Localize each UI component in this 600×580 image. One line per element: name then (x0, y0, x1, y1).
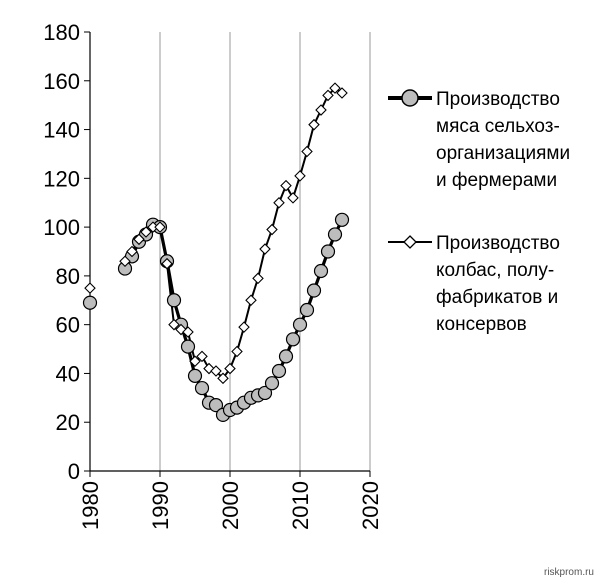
y-tick-label-160: 160 (43, 69, 80, 94)
series-1-point-1995 (189, 355, 201, 368)
series-1-point-2016 (336, 87, 348, 99)
series-1-point-1987 (133, 233, 145, 246)
series-0-point-1994 (180, 339, 196, 354)
y-tick-label-20: 20 (56, 410, 80, 435)
y-tick-label-0: 0 (68, 459, 80, 484)
x-tick-label-1980: 1980 (78, 481, 103, 530)
y-tick-label-40: 40 (56, 361, 80, 386)
y-tick-label-60: 60 (56, 313, 80, 338)
series-1-point-1988 (140, 226, 152, 238)
series-1-point-1985 (119, 255, 131, 268)
x-tick-label-2020: 2020 (358, 481, 383, 530)
legend-item-meat: Производство мяса сельхоз- организациями… (388, 86, 596, 194)
y-tick-label-140: 140 (43, 118, 80, 143)
series-lines (123, 87, 344, 417)
series-0-point-1998 (208, 398, 224, 413)
series-1-point-1996 (196, 350, 208, 363)
series-0-point-2006 (264, 376, 280, 391)
series-1-point-1990 (154, 221, 166, 233)
series-1-point-2013 (315, 104, 327, 116)
series-1-point-1992 (168, 318, 180, 331)
series-1-point-2004 (252, 272, 264, 285)
series-1-point-2011 (301, 145, 313, 158)
series-1-point-2015 (329, 82, 341, 94)
y-tick-label-100: 100 (43, 215, 80, 240)
legend-meat-line-2: мяса сельхоз- (436, 116, 560, 137)
x-tick-label-2010: 2010 (288, 481, 313, 530)
series-0-isolated-point-1980 (82, 295, 98, 310)
series-1-point-2008 (280, 179, 292, 192)
axes (84, 31, 371, 477)
legend-swatch-sausage (388, 235, 432, 249)
y-tick-label-180: 180 (43, 20, 80, 45)
legend-sausage-line-2: колбас, полу- (436, 260, 555, 281)
series-0-point-2013 (313, 263, 329, 279)
x-tick-label-2000: 2000 (218, 481, 243, 530)
legend-meat-line-4: и фермерами (436, 170, 558, 191)
series-1-point-1994 (182, 326, 194, 338)
tick-labels: 0 20 40 60 80 100 120 140 160 180 1980 1990 2000 2010… (43, 20, 383, 530)
series-1-point-2002 (238, 321, 250, 333)
series-0-point-2016 (334, 212, 350, 227)
legend-sausage-line-4: консервов (436, 314, 527, 335)
series-0-point-2009 (285, 332, 301, 347)
series-1-point-2009 (287, 192, 299, 204)
series-1-point-1986 (126, 245, 138, 258)
series-1-point-2003 (245, 294, 257, 307)
legend-swatch-meat (388, 89, 432, 107)
series-0-point-2015 (327, 227, 343, 242)
series-0-point-1995 (187, 368, 203, 383)
series-0-point-2007 (271, 363, 287, 379)
y-tick-label-120: 120 (43, 166, 80, 191)
y-tick-label-80: 80 (56, 264, 80, 289)
series-0-point-2008 (278, 349, 294, 364)
series-0-point-2012 (306, 283, 322, 298)
series-0-point-2011 (299, 302, 315, 318)
watermark: riskprom.ru (543, 567, 594, 578)
series-1-point-2005 (259, 243, 271, 255)
series-1-point-2006 (266, 223, 278, 236)
series-1-point-2014 (322, 89, 334, 102)
legend-sausage-line-3: фабрикатов и (436, 287, 559, 308)
series-1-isolated-point-1980 (84, 282, 96, 294)
series-1-point-2000 (224, 362, 236, 375)
series-1-point-1998 (210, 365, 222, 377)
series-1-point-1999 (217, 372, 229, 385)
series-0-point-2005 (257, 385, 273, 401)
series-0-point-2014 (320, 244, 336, 259)
series-0-point-1992 (166, 293, 182, 308)
series-markers (82, 82, 350, 423)
legend-sausage-line-1: Производство (436, 233, 560, 254)
series-line-0 (123, 219, 344, 417)
x-tick-label-1990: 1990 (148, 481, 173, 530)
series-0-point-2010 (292, 317, 308, 332)
legend-meat-line-3: организациями (436, 143, 571, 164)
series-1-point-2010 (294, 170, 306, 182)
legend-item-sausage: Производство колбас, полу- фабрикатов и … (388, 230, 596, 338)
legend-meat-line-1: Производство (436, 89, 560, 110)
series-1-point-1991 (161, 257, 173, 270)
series-1-point-2007 (273, 196, 285, 209)
series-1-point-2001 (231, 345, 243, 358)
series-1-point-2012 (308, 118, 320, 131)
series-0-point-1996 (194, 380, 210, 396)
